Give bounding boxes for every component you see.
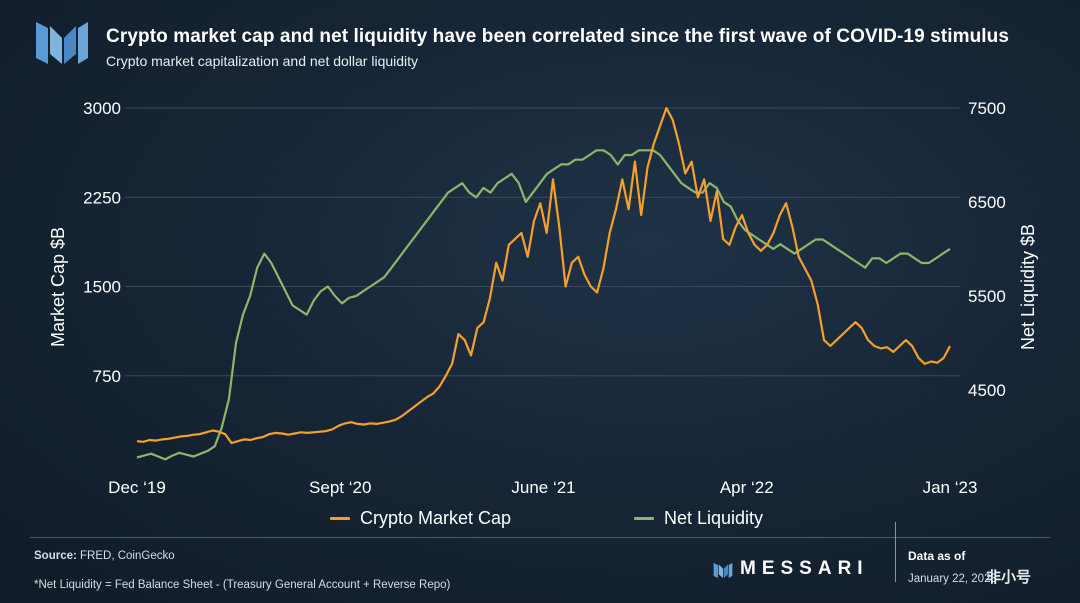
source-label: Source: [34,550,77,562]
chart-subtitle: Crypto market capitalization and net dol… [106,53,419,69]
series-line-net-liquidity [136,149,951,461]
legend-swatch-market-cap [330,517,350,520]
watermark: 非小号 [986,569,1032,586]
y-left-tick-label: 750 [93,367,121,386]
x-tick-label: Jan ‘23 [923,478,978,497]
data-as-of-label: Data as of [908,549,966,563]
legend: Crypto Market Cap Net Liquidity [0,508,1080,534]
x-tick-label: Dec ‘19 [108,478,166,497]
brand: MESSARI [712,558,869,580]
legend-swatch-net-liquidity [634,517,654,520]
source-value: FRED, CoinGecko [80,550,175,562]
x-tick-label: Sept ‘20 [309,478,371,497]
y-right-tick-label: 6500 [968,193,1006,212]
y-right-axis-title: Net Liquidity $B [1018,224,1038,350]
chart-area: 3000 2250 1500 750 7500 6500 5500 4500 Dec ‘19… [48,99,1038,497]
x-tick-label: Apr ‘22 [720,478,774,497]
y-right-tick-label: 5500 [968,287,1006,306]
chart-title: Crypto market cap and net liquidity have… [106,26,1010,47]
brand-wordmark: MESSARI [740,558,869,579]
messari-logo-icon [36,22,88,64]
y-left-tick-label: 3000 [83,99,121,118]
y-right-tick-label: 7500 [968,99,1006,118]
legend-label-market-cap: Crypto Market Cap [360,508,512,528]
y-right-tick-label: 4500 [968,381,1006,400]
footnote: *Net Liquidity = Fed Balance Sheet - (Tr… [34,579,451,591]
brand-logo-icon [713,562,733,578]
y-left-axis-title: Market Cap $B [48,227,68,347]
series-line-crypto-market-cap [136,106,951,445]
legend-item-net-liquidity: Net Liquidity [634,508,763,529]
legend-label-net-liquidity: Net Liquidity [664,508,764,528]
y-left-tick-label: 1500 [83,278,121,297]
data-as-of-value: January 22, 2023 [908,573,997,585]
footer-vertical-divider [895,522,896,582]
y-left-tick-label: 2250 [83,188,121,207]
x-tick-label: June ‘21 [511,478,575,497]
footer-divider [30,537,1050,538]
source-note: Source: FRED, CoinGecko [34,550,175,562]
legend-item-market-cap: Crypto Market Cap [330,508,511,529]
